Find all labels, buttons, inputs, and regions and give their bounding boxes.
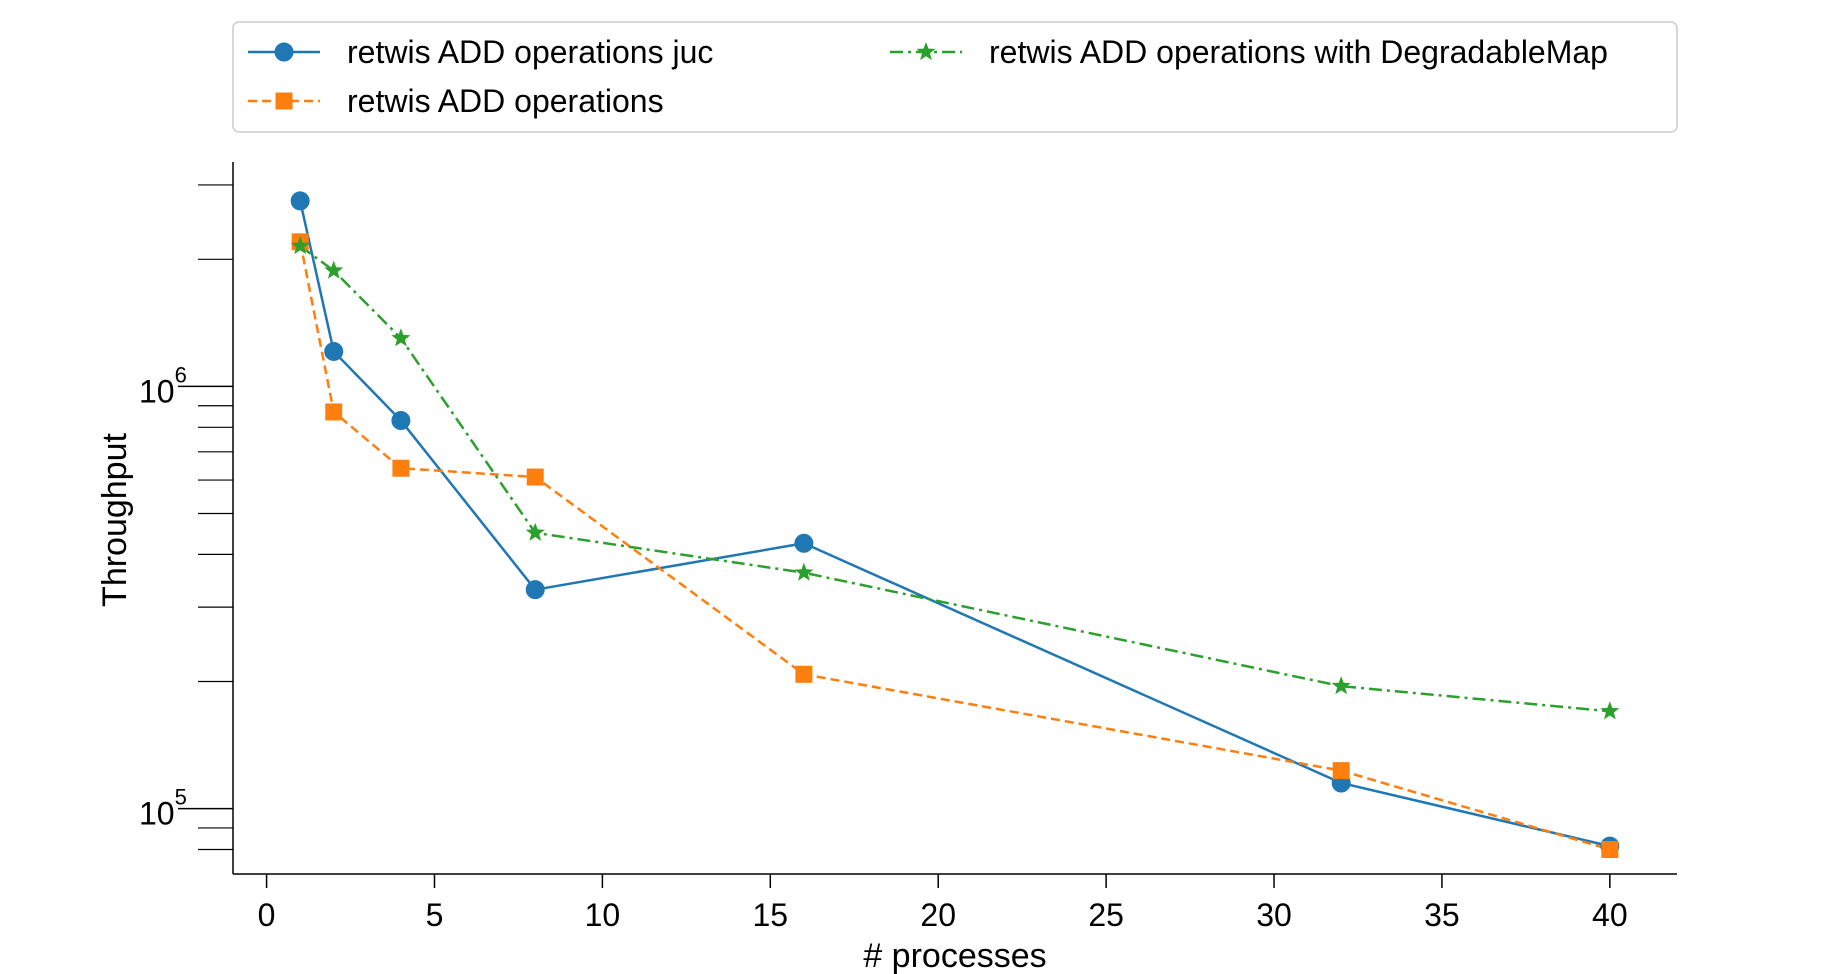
x-axis-label: # processes [863,937,1046,974]
x-tick-label: 0 [258,897,276,933]
data-point-series-3 [1600,701,1620,720]
x-tick-label: 35 [1424,897,1460,933]
data-point-series-2 [392,459,410,477]
data-point-series-2 [526,468,544,486]
x-tick-label: 10 [585,897,621,933]
legend: retwis ADD operations juc retwis ADD oper… [232,21,1678,133]
data-point-series-2 [795,665,813,683]
legend-box [232,21,1678,133]
x-tick-label: 20 [920,897,956,933]
x-tick-label: 25 [1088,897,1124,933]
data-point-series-3 [324,260,344,279]
data-point-series-3 [525,522,545,541]
legend-entry-1: retwis ADD operations juc [248,34,713,70]
x-tick-label: 30 [1256,897,1292,933]
data-point-series-2 [325,403,343,421]
data-point-series-2 [1601,841,1619,859]
data-point-series-3 [290,236,310,255]
legend-label: retwis ADD operations with DegradableMap [989,34,1608,70]
y-tick-label: 106 [139,362,187,409]
data-point-series-3 [391,328,411,347]
data-point-series-1 [525,580,545,600]
y-tick-label: 105 [139,785,187,832]
x-tick-label: 15 [753,897,789,933]
data-point-series-3 [1331,676,1351,695]
y-axis-label: Throughput [96,432,134,606]
plot-area: 0 5 10 15 20 25 30 35 40 105 106 [139,162,1677,933]
series-line-3 [299,245,1610,713]
legend-marker [274,42,294,62]
data-point-series-1 [324,341,344,361]
data-point-series-1 [391,411,411,431]
legend-label: retwis ADD operations juc [347,34,713,70]
series-line-2 [298,241,1611,851]
data-point-series-1 [290,191,310,211]
legend-entry-3: retwis ADD operations with DegradableMap [890,34,1608,70]
x-tick-label: 5 [426,897,444,933]
data-point-series-1 [794,533,814,553]
legend-entry-2: retwis ADD operations [248,83,664,119]
data-point-series-3 [794,562,814,581]
legend-label: retwis ADD operations [347,83,664,119]
x-tick-label: 40 [1592,897,1628,933]
legend-marker [916,42,936,61]
legend-marker [275,92,293,110]
data-point-series-2 [1332,762,1350,780]
series-line-1 [298,200,1611,848]
